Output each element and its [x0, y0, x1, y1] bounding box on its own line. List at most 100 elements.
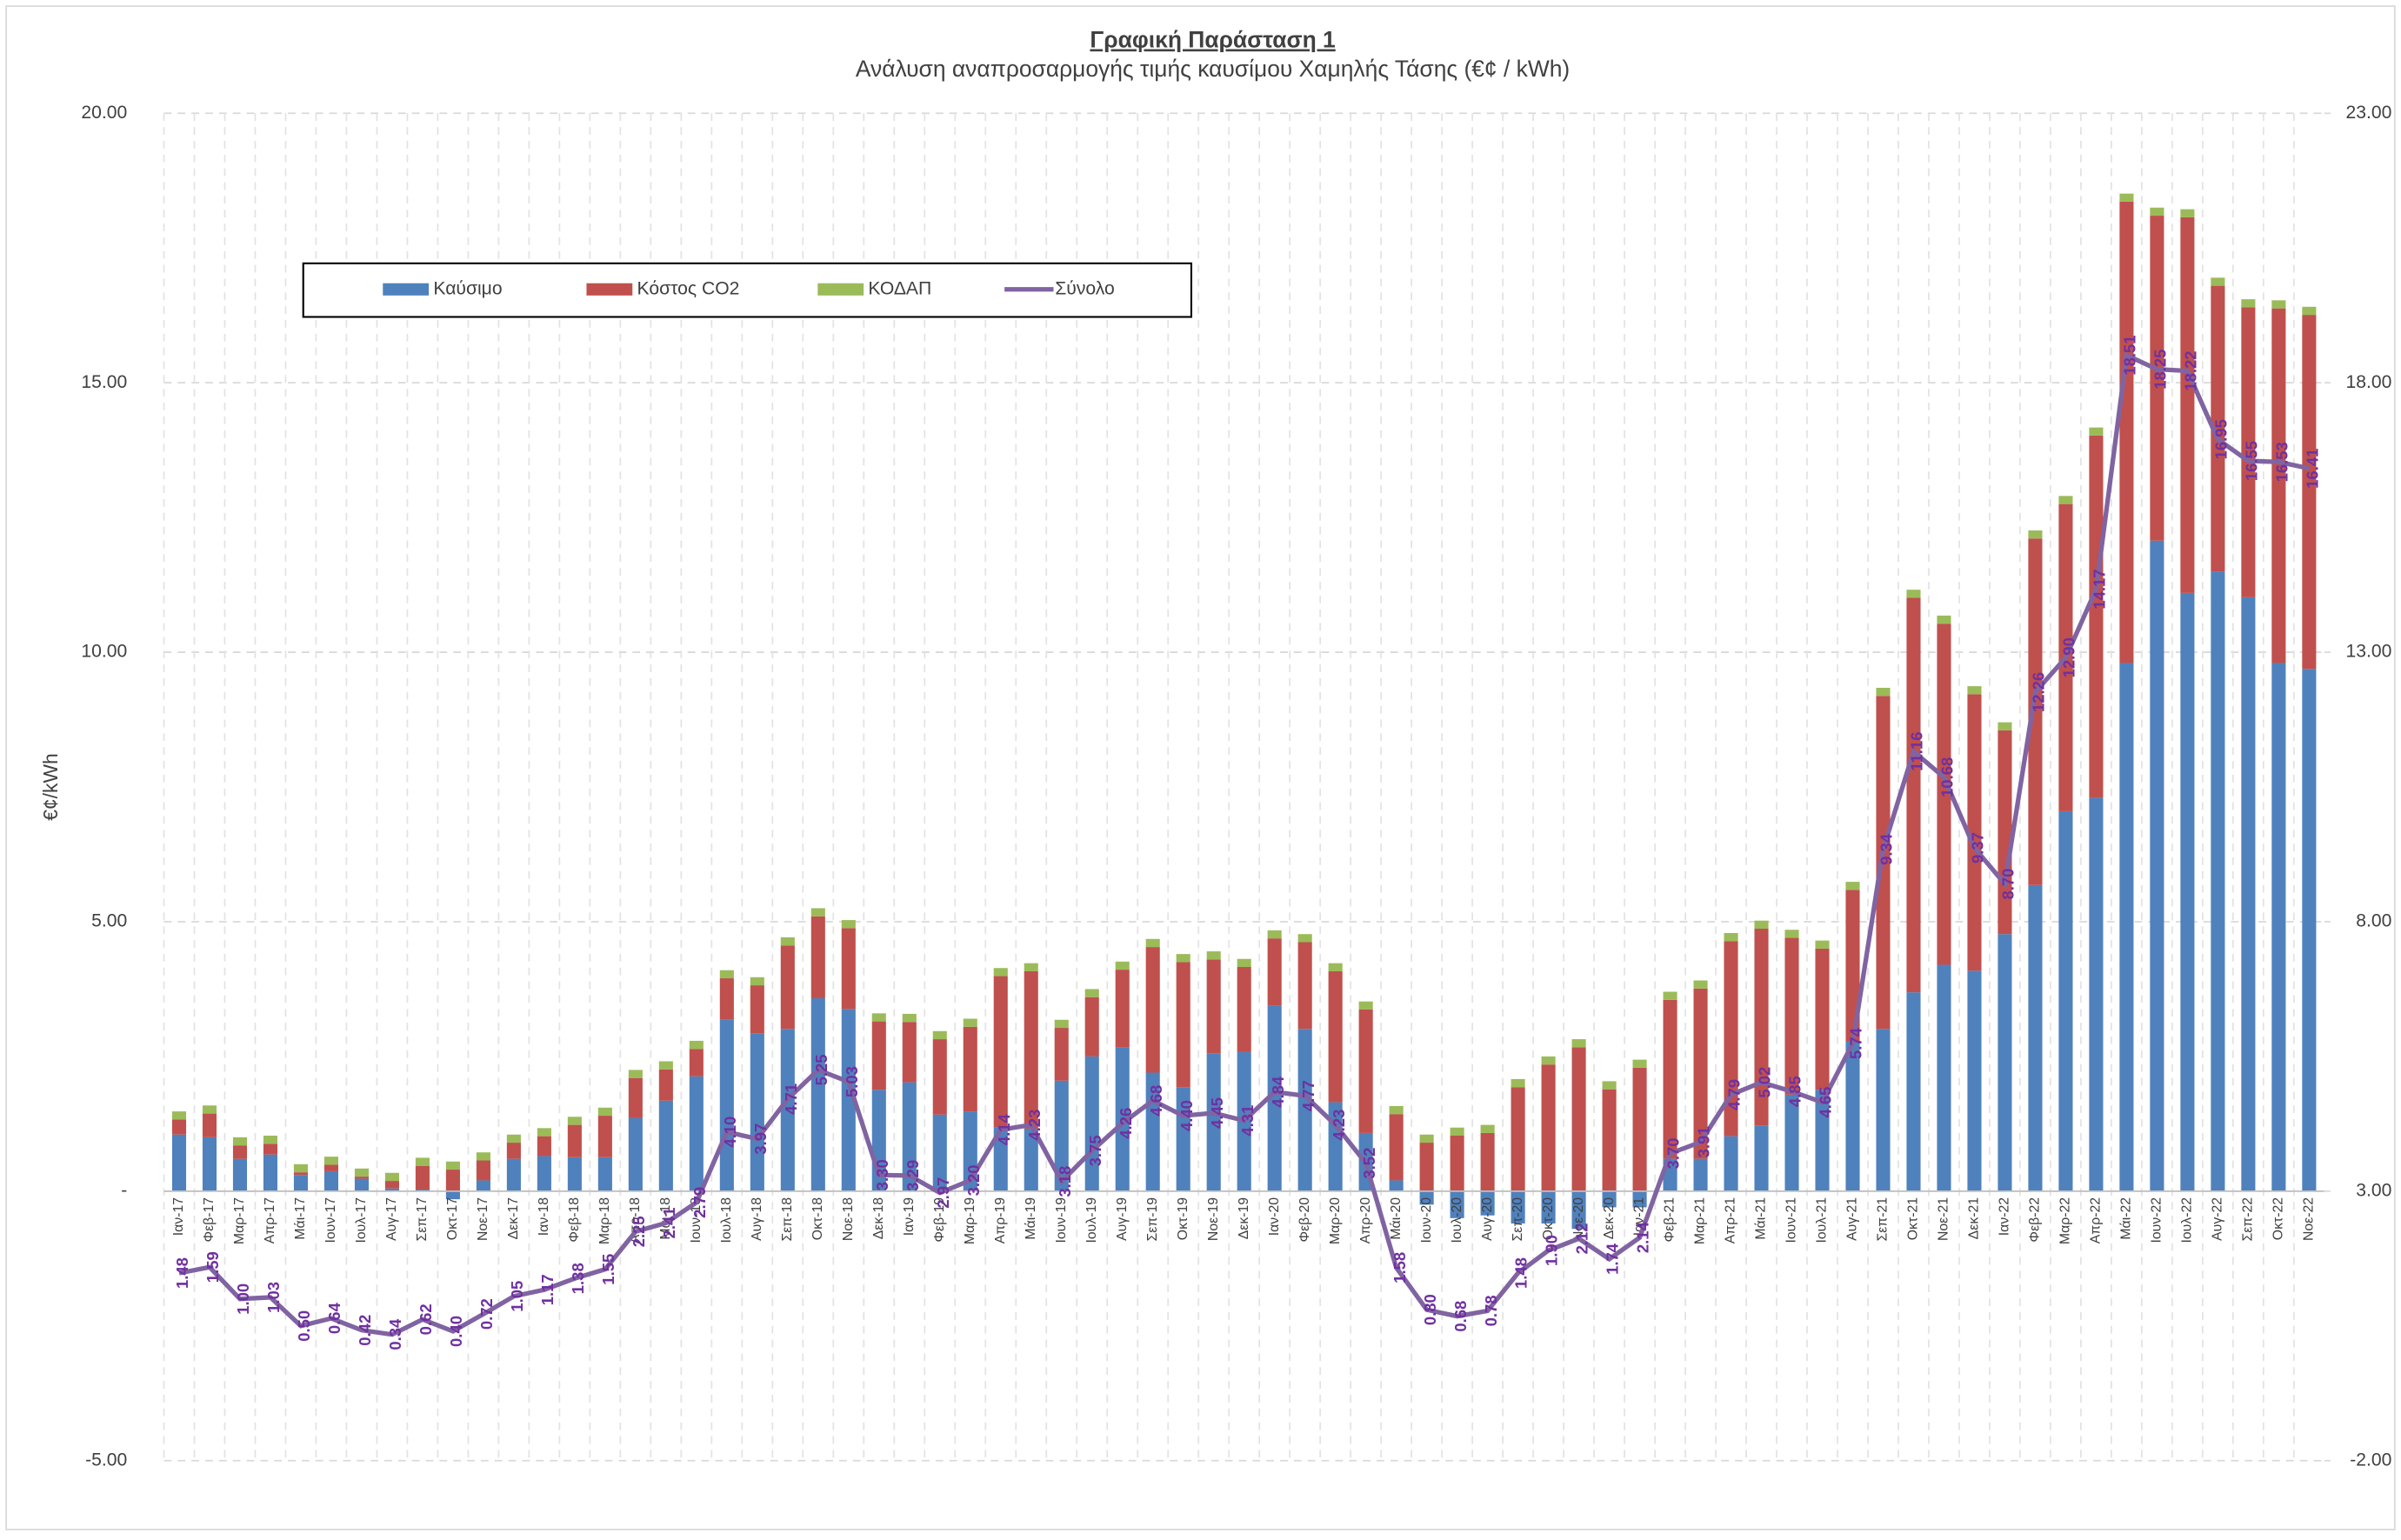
- bar-segment: [993, 976, 1008, 1128]
- bar-segment: [1541, 1056, 1556, 1065]
- x-tick-label: Νοε-17: [476, 1197, 490, 1241]
- x-tick-label: Φεβ-20: [1297, 1197, 1312, 1243]
- bar-segment: [1145, 938, 1160, 948]
- bar-segment: [1024, 1128, 1038, 1191]
- data-label: 1.48: [1512, 1257, 1531, 1289]
- bar-segment: [2211, 571, 2225, 1191]
- bar-segment: [1176, 954, 1190, 963]
- data-label: 2.79: [690, 1187, 709, 1218]
- bar-segment: [476, 1180, 490, 1191]
- bar-segment: [445, 1190, 460, 1200]
- bar-segment: [1450, 1136, 1464, 1191]
- x-tick-label: Ιαν-17: [171, 1197, 186, 1236]
- bar-segment: [2119, 193, 2134, 202]
- x-tick-label: Μάι-22: [2119, 1197, 2134, 1240]
- x-tick-label: Αυγ-17: [384, 1197, 399, 1241]
- x-tick-label: Δεκ-21: [1967, 1197, 1982, 1240]
- data-label: 1.17: [538, 1274, 557, 1305]
- x-tick-label: Απρ-21: [1724, 1197, 1738, 1244]
- x-tick-label: Ιουλ-19: [1084, 1197, 1099, 1243]
- data-label: 5.74: [1847, 1027, 1865, 1059]
- bar-segment: [1267, 1005, 1282, 1191]
- bar-segment: [1784, 937, 1799, 1095]
- bar-segment: [1024, 963, 1038, 971]
- bar-segment: [1419, 1134, 1434, 1143]
- bar-segment: [1967, 686, 1982, 695]
- bar-segment: [1663, 991, 1677, 1000]
- bar-segment: [2089, 427, 2104, 436]
- bar-segment: [628, 1077, 643, 1118]
- bar-segment: [476, 1152, 490, 1161]
- bar-segment: [932, 1114, 947, 1191]
- bar-segment: [1906, 597, 1921, 993]
- x-tick-label: Σεπ-19: [1145, 1197, 1160, 1242]
- x-tick-label: Ιουν-18: [689, 1197, 704, 1243]
- bar-segment: [1541, 1190, 1556, 1224]
- x-tick-label: Φεβ-19: [932, 1197, 947, 1243]
- bar-segment: [1328, 963, 1343, 971]
- bar-segment: [1937, 964, 1951, 1191]
- y-axis-label: €¢/kWh: [39, 753, 62, 821]
- bar-segment: [1328, 970, 1343, 1103]
- bar-segment: [1511, 1190, 1525, 1224]
- legend-label: Καύσιμο: [433, 278, 502, 298]
- legend-label: Κόστος CO2: [637, 278, 740, 298]
- bar-segment: [1480, 1132, 1495, 1191]
- data-label: 3.20: [964, 1164, 983, 1196]
- bar-segment: [628, 1070, 643, 1078]
- bar-segment: [537, 1136, 551, 1157]
- bar-segment: [1815, 940, 1830, 949]
- y2-tick-label: 23.00: [2346, 103, 2392, 123]
- bar-segment: [202, 1105, 217, 1114]
- data-label: 0.64: [325, 1302, 343, 1334]
- data-label: 4.14: [995, 1113, 1013, 1145]
- y-tick-label: 5.00: [91, 911, 127, 931]
- bar-segment: [2150, 540, 2164, 1191]
- data-label: 9.34: [1877, 833, 1896, 865]
- bar-segment: [2302, 669, 2317, 1191]
- data-label: 3.70: [1664, 1137, 1683, 1169]
- bar-segment: [1845, 882, 1860, 890]
- bar-segment: [2180, 217, 2195, 593]
- bar-segment: [232, 1158, 248, 1191]
- data-label: 18.25: [2151, 350, 2170, 390]
- bar-segment: [506, 1158, 521, 1191]
- bar-segment: [902, 1013, 917, 1023]
- bar-segment: [1602, 1089, 1617, 1191]
- x-tick-label: Μαρ-17: [232, 1197, 247, 1244]
- data-label: 4.10: [721, 1117, 739, 1148]
- bars: Ιαν-17 Φεβ-17 Μαρ-17 Απρ-17 Μάι-17 Ιουν-17 Ιου…: [163, 193, 2324, 1244]
- bar-segment: [1602, 1081, 1617, 1090]
- bar-segment: [1419, 1190, 1434, 1205]
- data-label: 4.23: [1025, 1110, 1044, 1141]
- bar-segment: [1724, 941, 1738, 1137]
- y-tick-label: 10.00: [81, 642, 127, 662]
- bar-segment: [1815, 948, 1830, 1090]
- bar-segment: [1480, 1124, 1495, 1133]
- chart-border: [5, 5, 2396, 1530]
- data-label: 0.78: [1482, 1295, 1500, 1326]
- bar-segment: [323, 1170, 338, 1191]
- x-tick-label: Δεκ-18: [871, 1197, 886, 1240]
- bar-segment: [932, 1030, 947, 1040]
- bar-segment: [202, 1113, 217, 1137]
- data-label: 3.52: [1360, 1148, 1378, 1179]
- bar-segment: [1206, 951, 1221, 960]
- bar-segment: [810, 908, 825, 917]
- bar-segment: [597, 1157, 612, 1191]
- bar-segment: [2211, 285, 2225, 572]
- bar-segment: [2180, 209, 2195, 217]
- bar-segment: [1389, 1180, 1404, 1191]
- bar-segment: [2089, 435, 2104, 798]
- data-label: 0.34: [386, 1318, 404, 1350]
- x-tick-label: Μάι-19: [1024, 1197, 1038, 1240]
- bar-segment: [1876, 1029, 1891, 1191]
- bar-segment: [2271, 663, 2286, 1191]
- data-label: 4.77: [1299, 1080, 1317, 1111]
- bar-segment: [1693, 980, 1708, 989]
- x-tick-label: Φεβ-21: [1663, 1197, 1677, 1243]
- bar-segment: [1206, 959, 1221, 1054]
- bar-segment: [1693, 988, 1708, 1159]
- x-tick-label: Ιουλ-17: [354, 1197, 369, 1243]
